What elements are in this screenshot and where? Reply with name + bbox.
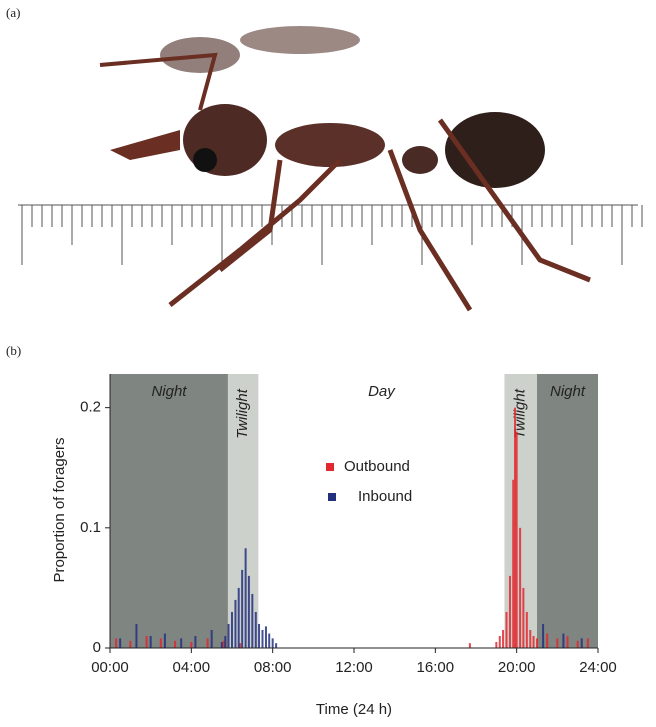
bar (525, 611, 528, 648)
bar (508, 575, 511, 648)
y-tick-label: 0 (93, 639, 101, 656)
bar (576, 640, 579, 648)
bar (505, 611, 508, 648)
bar (515, 431, 518, 648)
bar (234, 599, 237, 648)
ant-photo (18, 26, 643, 312)
panel-label: (a) (6, 5, 20, 20)
x-tick-label: 24:00 (579, 659, 617, 676)
bar (580, 638, 583, 648)
bar (522, 587, 525, 648)
bar (512, 479, 515, 648)
bar (542, 623, 545, 648)
bar (562, 633, 565, 648)
bar (220, 641, 223, 648)
x-tick-label: 00:00 (91, 659, 129, 676)
panel-label: (b) (6, 343, 21, 358)
bar (231, 611, 233, 648)
time-region (227, 374, 259, 648)
bar (546, 633, 549, 648)
bar (556, 638, 559, 648)
bar (498, 635, 501, 648)
ruler (18, 204, 643, 265)
x-tick-label: 12:00 (335, 659, 373, 676)
bar (239, 643, 242, 648)
time-region (110, 374, 228, 648)
bar (251, 593, 254, 648)
legend-label: Outbound (344, 458, 410, 475)
bar (271, 638, 274, 648)
bar (224, 635, 227, 648)
region-label: Night (550, 383, 586, 400)
bar (586, 638, 589, 648)
bar (536, 638, 538, 648)
y-tick-label: 0.2 (80, 399, 101, 416)
bar (145, 635, 148, 648)
bar (261, 629, 264, 648)
region-label: Night (151, 383, 187, 400)
bar (514, 407, 517, 648)
legend-swatch (328, 493, 336, 501)
x-tick-label: 08:00 (254, 659, 292, 676)
y-axis-label: Proportion of foragers (51, 437, 68, 582)
x-tick-label: 20:00 (498, 659, 536, 676)
legend-label: Inbound (358, 488, 412, 505)
region-label: Twilight (234, 388, 251, 439)
bar (519, 527, 522, 648)
bar (268, 633, 271, 648)
bar (227, 623, 230, 648)
x-tick-label: 04:00 (173, 659, 211, 676)
bar (194, 635, 197, 648)
bar (159, 638, 162, 648)
bar (135, 623, 138, 648)
bar (258, 623, 261, 648)
x-tick-label: 16:00 (417, 659, 455, 676)
bar (119, 638, 122, 648)
bar (532, 635, 535, 648)
bar (244, 548, 247, 648)
legend-swatch (326, 463, 334, 471)
bar (275, 643, 278, 648)
bar (468, 643, 471, 648)
bar (529, 629, 532, 648)
region-label: Day (368, 383, 396, 400)
y-tick-label: 0.1 (80, 519, 101, 536)
bar (174, 640, 177, 648)
bar (264, 626, 267, 648)
bar (115, 638, 118, 648)
bar (149, 635, 152, 648)
bar (241, 569, 244, 648)
bar (210, 629, 213, 648)
bar (495, 641, 498, 648)
bar (254, 611, 257, 648)
bar (222, 640, 225, 648)
bar (566, 635, 569, 648)
bar (502, 629, 505, 648)
bar (206, 638, 209, 648)
time-region (258, 374, 505, 648)
bar (237, 587, 240, 648)
x-axis-label: Time (24 h) (316, 701, 392, 718)
time-region (537, 374, 598, 648)
bar (180, 638, 183, 648)
bar (190, 641, 193, 648)
bar (247, 575, 250, 648)
bar (163, 633, 166, 648)
bar (129, 640, 132, 648)
